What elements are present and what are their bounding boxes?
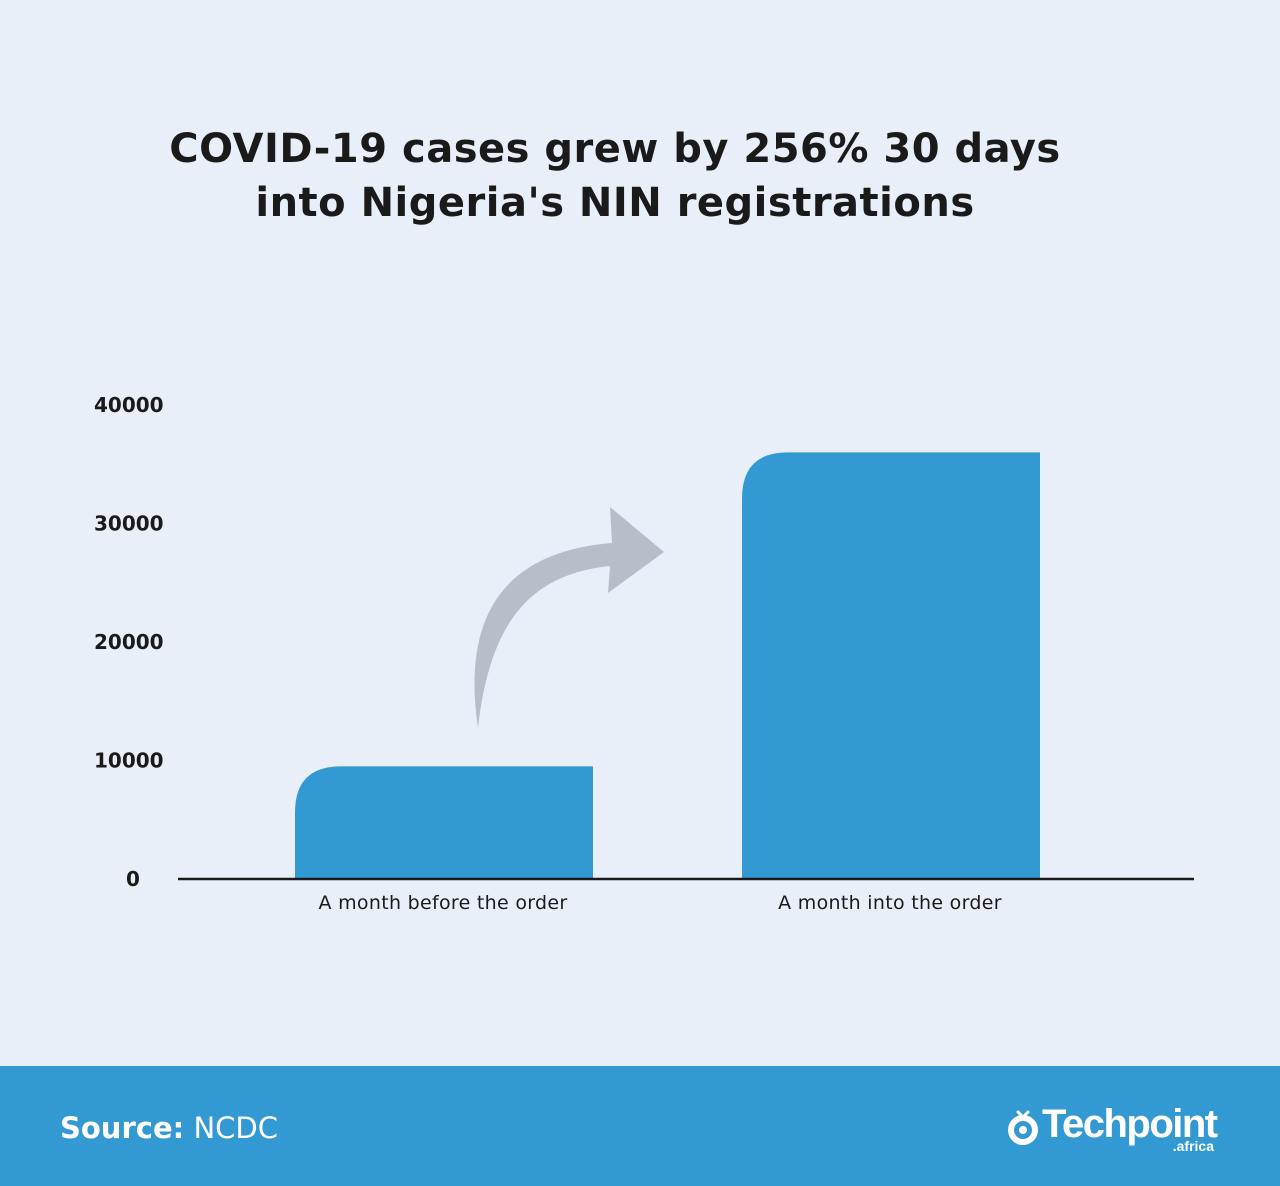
techpoint-logo-icon xyxy=(1008,1110,1038,1145)
x-category-label: A month before the order xyxy=(318,892,567,914)
bars xyxy=(295,452,1040,879)
growth-arrow-icon xyxy=(474,507,664,728)
y-tick-label: 20000 xyxy=(94,630,164,654)
source-key: Source: xyxy=(60,1111,185,1145)
y-tick-label: 0 xyxy=(126,867,140,891)
y-tick-label: 30000 xyxy=(94,512,164,536)
y-tick-label: 10000 xyxy=(94,749,164,773)
footer-bar: Source: NCDC Techpoint .africa xyxy=(0,1066,1280,1186)
chart-title-line-2: into Nigeria's NIN registrations xyxy=(255,180,975,226)
brand-sub: .africa xyxy=(1172,1138,1214,1154)
chart-title: COVID-19 cases grew by 256% 30 days into… xyxy=(0,122,1230,230)
y-tick-label: 40000 xyxy=(94,393,164,417)
x-category-label: A month into the order xyxy=(778,892,1002,914)
source-value: NCDC xyxy=(193,1111,278,1145)
brand-name: Techpoint xyxy=(1042,1102,1218,1146)
y-axis-ticks: 0 10000 20000 30000 40000 xyxy=(94,393,164,891)
chart-title-line-1: COVID-19 cases grew by 256% 30 days xyxy=(169,126,1061,172)
x-axis-labels: A month before the order A month into the… xyxy=(318,892,1001,914)
techpoint-brand: Techpoint .africa xyxy=(1006,1102,1218,1156)
bar-chart: 0 10000 20000 30000 40000 A month before the… xyxy=(94,393,1194,914)
bar xyxy=(742,452,1040,879)
bar xyxy=(295,766,593,879)
source-credit: Source: NCDC xyxy=(60,1110,278,1146)
